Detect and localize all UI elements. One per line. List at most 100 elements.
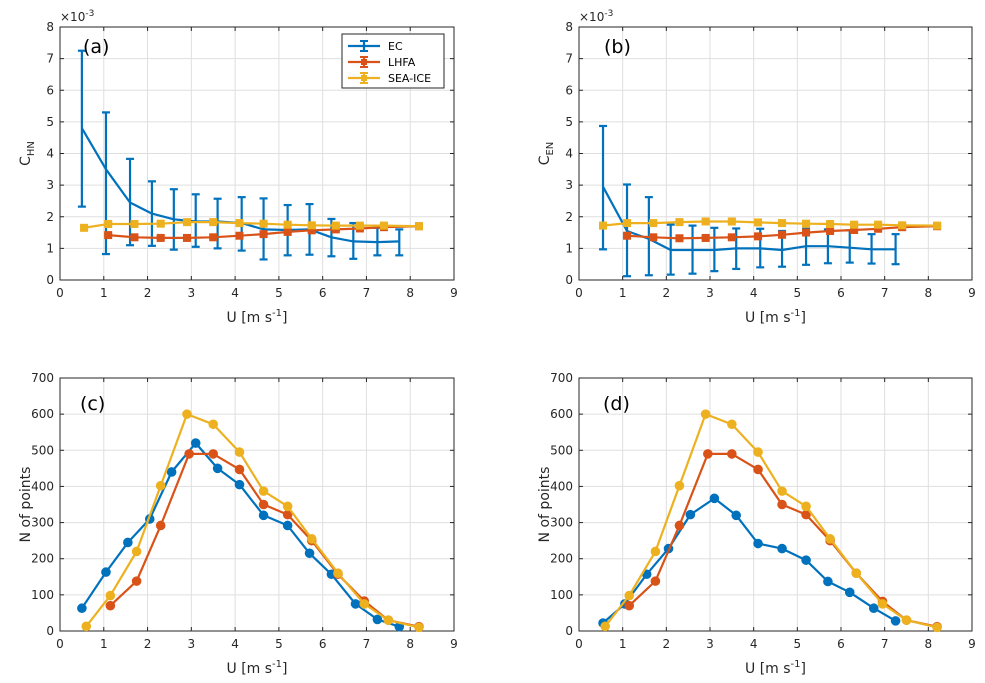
- chart-a: 0 1 2 3 4 5 6 7 8 9 0 1 2 3 4 5 6 7 8 ×10-3 U [m s-1] CHN (a) E…: [18, 9, 458, 326]
- x-tick-label: 7: [881, 637, 889, 651]
- chart-b: 0 1 2 3 4 5 6 7 8 9 0 1 2 3 4 5 6 7 8 ×10-3 U [m s-1] CEN (b): [537, 9, 976, 326]
- y-tick-label: 8: [565, 20, 573, 34]
- x-tick-label: 7: [363, 637, 371, 651]
- data-point: [851, 568, 862, 578]
- axes-frame: [578, 377, 973, 632]
- data-point: [731, 510, 742, 521]
- y-tick-label: 7: [46, 52, 54, 66]
- data-point: [259, 230, 268, 239]
- data-point: [623, 219, 632, 228]
- data-point: [754, 218, 763, 227]
- data-point: [753, 538, 763, 549]
- data-point: [624, 590, 635, 601]
- data-point: [414, 622, 424, 633]
- data-point: [777, 543, 787, 554]
- data-point: [868, 603, 879, 614]
- chart-d: 0 1 2 3 4 5 6 7 8 9 0 100 200 300 400 500 600 700 U [m s-1…: [537, 371, 976, 677]
- x-tick-label: 2: [144, 286, 152, 300]
- data-point: [101, 567, 111, 577]
- panel-label: (b): [604, 36, 631, 58]
- data-point: [184, 449, 194, 459]
- y-tick-label: 3: [565, 178, 573, 192]
- x-tick-label: 2: [663, 637, 671, 651]
- series-sea-ice: [80, 218, 423, 232]
- data-point: [675, 234, 684, 243]
- data-point: [754, 232, 763, 241]
- y-tick-label: 4: [46, 147, 54, 161]
- data-point: [209, 233, 218, 242]
- plot-area: [578, 377, 973, 632]
- data-point: [355, 221, 364, 230]
- data-point: [258, 510, 269, 521]
- y-tick-label: 8: [46, 20, 54, 34]
- data-point: [850, 220, 859, 229]
- data-point: [898, 221, 907, 230]
- data-point: [709, 493, 720, 504]
- y-tick-label: 200: [31, 552, 54, 566]
- x-tick-label: 9: [450, 637, 458, 651]
- y-tick-label: 600: [31, 407, 54, 421]
- data-point: [825, 534, 835, 544]
- x-tick-label: 6: [837, 637, 845, 651]
- data-point: [414, 222, 423, 231]
- data-point: [727, 449, 737, 459]
- y-axis-label: CHN: [18, 141, 37, 166]
- x-tick-label: 3: [188, 286, 196, 300]
- data-point: [333, 568, 343, 578]
- data-point: [703, 449, 713, 459]
- data-point: [624, 600, 635, 611]
- data-point: [258, 499, 269, 510]
- x-tick-label: 8: [925, 637, 933, 651]
- data-point: [932, 622, 942, 633]
- data-point: [826, 226, 835, 235]
- data-point: [802, 228, 811, 237]
- panel-label: (c): [80, 393, 105, 415]
- data-point: [778, 230, 787, 239]
- data-point: [77, 603, 87, 614]
- data-point: [383, 615, 394, 625]
- x-tick-label: 4: [231, 637, 239, 651]
- data-point: [372, 614, 383, 625]
- legend-label: SEA-ICE: [388, 72, 431, 85]
- data-point: [650, 546, 661, 557]
- x-axis-label: U [m s-1]: [227, 308, 288, 326]
- y-tick-label: 1: [565, 241, 573, 255]
- data-point: [282, 520, 293, 531]
- x-tick-label: 0: [56, 286, 64, 300]
- y-tick-label: 300: [550, 516, 573, 530]
- data-point: [306, 534, 317, 544]
- x-tick-label: 7: [363, 286, 371, 300]
- data-point: [105, 600, 116, 611]
- x-tick-label: 8: [406, 286, 414, 300]
- series-line: [85, 413, 420, 629]
- x-tick-label: 1: [619, 286, 627, 300]
- data-point: [208, 419, 219, 430]
- series-sea-ice: [81, 409, 424, 633]
- data-point: [623, 231, 632, 240]
- data-point: [674, 480, 685, 491]
- data-point: [155, 520, 166, 531]
- series-ec: [77, 438, 405, 632]
- x-tick-label: 7: [881, 286, 889, 300]
- data-point: [753, 447, 763, 457]
- data-point: [777, 486, 787, 496]
- x-tick-label: 3: [706, 637, 714, 651]
- data-point: [307, 221, 316, 230]
- series-sea-ice: [599, 217, 942, 230]
- axis-exponent-label: ×10-3: [579, 9, 613, 24]
- data-point: [890, 616, 901, 626]
- data-point: [674, 520, 685, 531]
- panel-label: (a): [83, 36, 109, 58]
- axis-exponent-label: ×10-3: [60, 9, 94, 24]
- data-point: [131, 546, 142, 557]
- data-point: [212, 463, 223, 474]
- data-point: [844, 587, 855, 598]
- data-point: [182, 233, 191, 242]
- data-point: [235, 219, 244, 228]
- x-tick-label: 0: [575, 286, 583, 300]
- data-point: [727, 419, 737, 430]
- data-point: [359, 599, 370, 609]
- legend-marker: [361, 75, 367, 81]
- x-tick-label: 5: [275, 637, 283, 651]
